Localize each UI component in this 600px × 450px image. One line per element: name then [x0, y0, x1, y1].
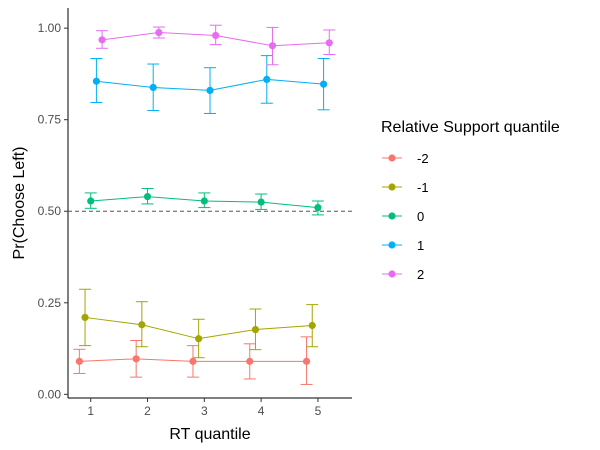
data-point — [200, 197, 208, 205]
legend-item--2: -2 — [382, 151, 429, 166]
x-tick-label: 5 — [315, 404, 322, 418]
data-point — [268, 42, 277, 50]
legend-item-2: 2 — [382, 267, 424, 282]
data-point — [302, 357, 311, 365]
data-point — [87, 197, 95, 205]
legend-key-point — [388, 154, 396, 162]
series--1 — [79, 288, 319, 359]
axes: 0.00 0.25 0.50 0.75 1.00 1 2 3 4 5 — [38, 8, 352, 418]
legend-key-point — [388, 183, 396, 191]
x-tick-label: 3 — [201, 404, 208, 418]
x-tick-label: 1 — [87, 404, 94, 418]
y-tick-label: 0.50 — [38, 204, 62, 218]
legend-label: 2 — [417, 267, 424, 282]
y-tick-label: 0.25 — [38, 296, 62, 310]
legend-key-point — [388, 241, 396, 249]
data-point — [325, 39, 333, 47]
legend: Relative Support quantile -2 -1 0 1 2 — [381, 119, 560, 282]
y-tick-label: 0.00 — [38, 387, 62, 401]
data-point — [149, 83, 157, 92]
data-point — [251, 325, 260, 334]
legend-item-1: 1 — [382, 238, 424, 253]
data-point — [246, 357, 254, 365]
data-point — [195, 335, 203, 343]
series-2 — [96, 24, 336, 66]
data-point — [257, 198, 265, 206]
y-tick-label: 1.00 — [38, 21, 62, 35]
series-group — [73, 24, 336, 385]
data-point — [132, 355, 140, 363]
x-tick-label: 4 — [258, 404, 265, 418]
y-axis-title: Pr(Choose Left) — [11, 147, 28, 260]
legend-key-point — [388, 270, 396, 278]
data-point — [189, 357, 197, 365]
data-point — [75, 357, 83, 365]
data-point — [155, 28, 163, 37]
legend-title: Relative Support quantile — [381, 119, 560, 136]
data-point — [81, 313, 89, 322]
data-point — [138, 321, 146, 329]
legend-label: 1 — [417, 238, 424, 253]
legend-label: -1 — [417, 180, 429, 195]
y-tick-label: 0.75 — [38, 113, 62, 127]
data-point — [92, 77, 100, 85]
series-0 — [84, 188, 324, 216]
data-point — [263, 75, 271, 84]
legend-item-0: 0 — [382, 209, 424, 224]
legend-label: 0 — [417, 209, 424, 224]
legend-key-point — [388, 212, 396, 220]
data-point — [320, 80, 328, 88]
legend-item--1: -1 — [382, 180, 429, 195]
data-point — [143, 192, 152, 201]
data-point — [308, 321, 316, 330]
data-point — [212, 31, 220, 40]
series--2 — [73, 336, 313, 385]
data-point — [98, 36, 106, 44]
data-point — [314, 203, 322, 212]
x-tick-label: 2 — [144, 404, 151, 418]
x-axis-title: RT quantile — [169, 426, 250, 443]
legend-label: -2 — [417, 151, 429, 166]
data-point — [206, 86, 214, 94]
series-1 — [90, 55, 330, 114]
